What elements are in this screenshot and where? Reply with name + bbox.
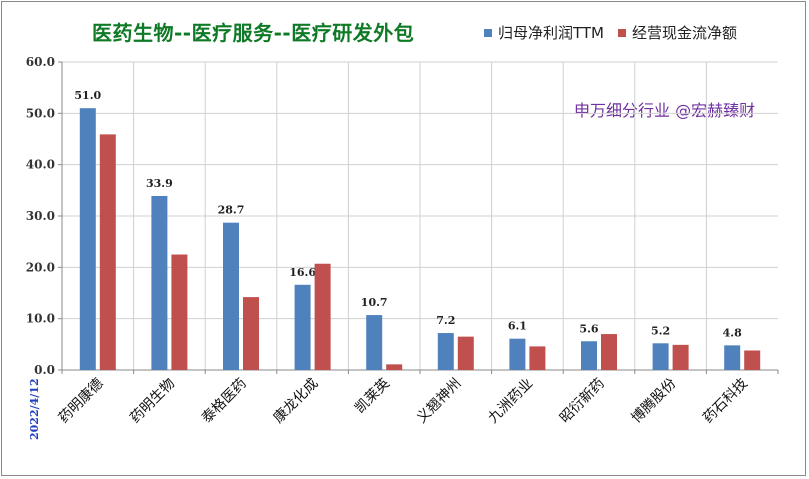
bar-cash-flow bbox=[601, 334, 617, 370]
y-tick-label: 60.0 bbox=[26, 55, 55, 69]
bar-net-profit bbox=[79, 108, 96, 370]
watermark-text: 申万细分行业 @宏赫臻财 bbox=[574, 101, 756, 120]
data-label: 28.7 bbox=[218, 204, 245, 217]
data-label: 5.6 bbox=[579, 322, 598, 335]
data-label: 6.1 bbox=[508, 320, 527, 333]
x-tick-label: 九洲药业 bbox=[485, 376, 536, 427]
x-tick-label: 昭衍新药 bbox=[557, 376, 608, 427]
data-label: 7.2 bbox=[436, 314, 455, 327]
x-tick-label: 义翘神州 bbox=[414, 376, 465, 427]
legend-item-cash-flow: 经营现金流净额 bbox=[618, 22, 737, 43]
y-tick-label: 30.0 bbox=[26, 209, 55, 223]
bar-cash-flow bbox=[457, 336, 474, 370]
y-tick-label: 50.0 bbox=[26, 106, 55, 120]
legend-swatch-cash-flow bbox=[618, 28, 627, 37]
data-label: 5.2 bbox=[651, 324, 670, 337]
y-tick-label: 40.0 bbox=[26, 158, 55, 172]
bar-cash-flow bbox=[314, 263, 331, 370]
legend-item-net-profit: 归母净利润TTM bbox=[484, 22, 604, 43]
x-tick-label: 药明生物 bbox=[127, 376, 178, 427]
bar-net-profit bbox=[223, 222, 239, 370]
bar-cash-flow bbox=[243, 297, 259, 370]
bar-cash-flow bbox=[529, 346, 546, 370]
x-tick-label: 凯莱英 bbox=[351, 375, 393, 417]
legend-label-cash-flow: 经营现金流净额 bbox=[632, 24, 738, 42]
data-label: 51.0 bbox=[74, 89, 101, 102]
legend-label-net-profit: 归母净利润TTM bbox=[498, 24, 605, 42]
x-tick-label: 泰格医药 bbox=[199, 376, 250, 427]
data-label: 16.6 bbox=[289, 266, 316, 279]
bar-cash-flow bbox=[386, 364, 403, 370]
bar-net-profit bbox=[724, 345, 741, 370]
bar-cash-flow bbox=[744, 350, 761, 370]
chart-title: 医药生物--医疗服务--医疗研发外包 bbox=[92, 21, 415, 45]
data-label: 10.7 bbox=[361, 296, 388, 309]
x-tick-label: 药明康德 bbox=[55, 375, 107, 427]
bar-cash-flow bbox=[99, 134, 116, 370]
legend-swatch-net-profit bbox=[484, 28, 492, 37]
data-label: 4.8 bbox=[723, 326, 742, 339]
bar-net-profit bbox=[294, 284, 311, 370]
bar-cash-flow bbox=[672, 344, 689, 370]
data-label: 33.9 bbox=[146, 177, 173, 190]
bar-net-profit bbox=[509, 338, 526, 370]
x-tick-label: 药石科技 bbox=[700, 376, 751, 427]
x-tick-label: 康龙化成 bbox=[270, 375, 322, 427]
bar-net-profit bbox=[437, 333, 454, 370]
y-tick-label: 0.0 bbox=[34, 363, 55, 377]
x-tick-label: 博腾股份 bbox=[628, 375, 680, 427]
bar-net-profit bbox=[652, 343, 669, 370]
bar-net-profit bbox=[151, 195, 168, 370]
bar-cash-flow bbox=[171, 254, 188, 370]
y-tick-label: 20.0 bbox=[26, 260, 55, 274]
bar-net-profit bbox=[581, 341, 597, 370]
legend: 归母净利润TTM 经营现金流净额 bbox=[484, 22, 751, 43]
y-tick-label: 10.0 bbox=[26, 312, 55, 326]
bar-net-profit bbox=[366, 315, 383, 370]
